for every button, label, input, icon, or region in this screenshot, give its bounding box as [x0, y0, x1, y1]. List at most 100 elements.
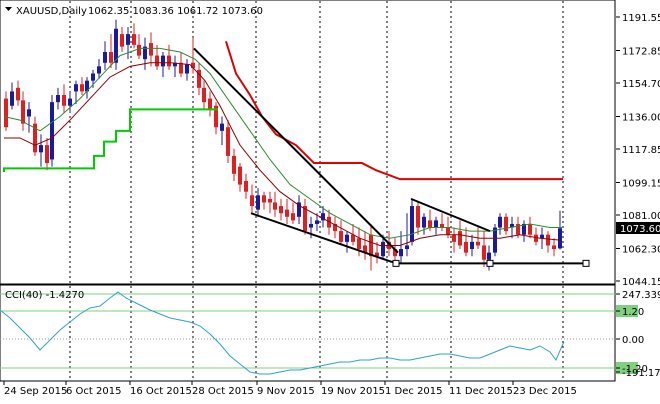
price-tick-label: 1172.85 [622, 46, 660, 57]
ma-slow-line [3, 47, 562, 239]
candle-body [416, 206, 420, 228]
candle-body [504, 216, 508, 232]
candle-body [363, 245, 367, 253]
price-panel [0, 0, 616, 285]
price-tick-label: 1136.00 [622, 112, 660, 123]
candle-body [226, 127, 230, 156]
support-anchor-left [392, 259, 400, 267]
date-tick-label: 23 Dec 2015 [513, 386, 577, 397]
ohlc-label: 1062.35 1083.36 1061.72 1073.60 [88, 6, 263, 17]
cci-level-box [616, 362, 638, 374]
candle-body [482, 245, 486, 260]
date-tick-label: 19 Nov 2015 [321, 386, 385, 397]
cci-line [0, 291, 565, 375]
candle-body [528, 223, 532, 235]
date-tick-label: 11 Dec 2015 [449, 386, 513, 397]
candle-body [56, 95, 60, 103]
candle-body [458, 231, 462, 246]
candle-body [510, 223, 514, 228]
candle-body [534, 234, 538, 242]
price-tick-label: 1154.70 [622, 79, 660, 90]
candle-body [476, 241, 480, 246]
candle-body [321, 213, 325, 221]
cci-tick-label: 247.339 [622, 290, 660, 301]
resistance-line [225, 40, 563, 181]
candle-body [522, 223, 526, 235]
candle-body [540, 234, 544, 239]
descending-channel-line [410, 197, 491, 233]
candle-body [185, 64, 189, 74]
candle-body [179, 62, 183, 74]
candle-body [351, 234, 355, 242]
date-tick-label: 9 Nov 2015 [257, 386, 315, 397]
candle-body [62, 95, 66, 106]
candle-body [333, 223, 337, 232]
support-anchor-right [582, 259, 590, 267]
candle-body [250, 195, 254, 207]
candle-body [291, 213, 295, 221]
cci-level-box [616, 305, 638, 317]
last-price-label: 1073.60 [620, 224, 660, 235]
candle-body [103, 52, 107, 63]
candle-body [155, 55, 159, 67]
candle-body [434, 220, 438, 228]
candle-body [279, 206, 283, 214]
cci-tick-label: -191.1768 [622, 368, 660, 379]
candle-body [126, 34, 130, 45]
candle-body [74, 84, 78, 92]
cci-series-line [0, 291, 565, 375]
candle-body [167, 55, 171, 67]
cci-tick-label: 1.20 [622, 307, 644, 318]
cci-label: CCI(40) -1.4270 [5, 290, 84, 301]
candle-body [202, 87, 206, 103]
candle-body [173, 62, 177, 67]
candle-body [161, 55, 165, 67]
candle-body [109, 52, 113, 63]
candle-body [80, 84, 84, 92]
candle-body [381, 241, 385, 257]
candle-body [85, 80, 89, 92]
candle-body [68, 98, 72, 106]
candle-body [137, 44, 141, 56]
date-tick-label: 1 Dec 2015 [385, 386, 443, 397]
candle-body [516, 223, 520, 235]
candle-body [558, 228, 562, 249]
candle-body [464, 241, 468, 253]
candle-body [238, 166, 242, 185]
candle-body [4, 98, 8, 128]
candle-body [393, 249, 397, 257]
candle-body [339, 231, 343, 242]
dropdown-triangle-icon[interactable] [5, 7, 12, 11]
candle-body [132, 34, 136, 45]
price-tick-label: 1044.15 [622, 277, 660, 288]
lower-support-line [250, 212, 397, 265]
candle-body [410, 206, 414, 242]
candle-body [546, 234, 550, 246]
price-tick-label: 1117.85 [622, 145, 660, 156]
candle-body [405, 245, 409, 250]
candle-body [33, 123, 37, 153]
candle-body [487, 252, 491, 260]
candle-body [440, 223, 444, 228]
candle-body [303, 206, 307, 232]
candle-body [309, 223, 313, 228]
candle-body [273, 202, 277, 210]
candle-body [27, 109, 31, 117]
cci-grid [69, 286, 564, 380]
last-price-box [616, 222, 660, 234]
date-tick-label: 24 Sep 2015 [4, 386, 67, 397]
candle-body [498, 216, 502, 228]
candle-body [114, 28, 118, 63]
trendlines [193, 47, 590, 267]
candle-body [552, 245, 556, 250]
date-tick-label: 16 Oct 2015 [130, 386, 192, 397]
candle-body [375, 252, 379, 257]
price-tick-label: 1099.15 [622, 178, 660, 189]
candle-body [422, 216, 426, 228]
candle-body [21, 100, 25, 124]
price-tick-label: 1081.00 [622, 211, 660, 222]
candle-body [399, 249, 403, 257]
